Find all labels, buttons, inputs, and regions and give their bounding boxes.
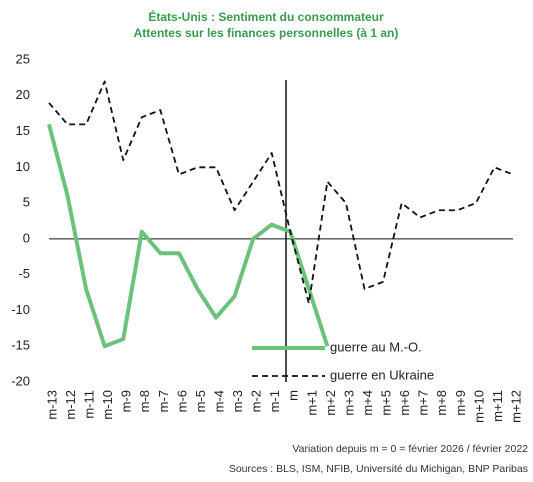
y-tick-label: 10 [16, 159, 30, 174]
x-tick-label: m-1 [267, 390, 282, 412]
note: Variation depuis m = 0 = février 2026 / … [292, 443, 528, 455]
x-tick-label: m+8 [434, 390, 449, 416]
x-tick-label: m+10 [471, 390, 486, 423]
x-tick-label: m+5 [379, 390, 394, 416]
y-tick-label: -20 [11, 373, 30, 388]
source: Sources : BLS, ISM, NFIB, Université du … [229, 463, 528, 475]
x-tick-label: m+11 [490, 390, 505, 422]
x-tick-label: m+2 [323, 390, 338, 416]
legend-label: guerre en Ukraine [330, 367, 434, 382]
x-tick-label: m-4 [211, 390, 226, 412]
chart-subtitle: Attentes sur les finances personnelles (… [134, 26, 399, 40]
x-tick-label: m+1 [304, 390, 319, 416]
x-tick-label: m-13 [44, 390, 59, 420]
x-tick-label: m+3 [341, 390, 356, 416]
y-tick-label: 5 [23, 195, 30, 210]
chart-title: États-Unis : Sentiment du consommateur [148, 9, 384, 24]
series-line [47, 123, 330, 349]
y-tick-label: 15 [16, 123, 30, 138]
x-tick-label: m-11 [82, 390, 97, 419]
y-tick-label: 25 [16, 51, 30, 66]
series-line [48, 80, 514, 305]
legend-label: guerre au M.-O. [330, 339, 422, 354]
x-tick-label: m [286, 390, 301, 401]
x-tick-label: m+12 [508, 390, 523, 423]
x-tick-label: m-9 [119, 390, 134, 412]
x-tick-label: m-8 [137, 390, 152, 412]
y-tick-label: -15 [11, 338, 30, 353]
x-tick-label: m-12 [63, 390, 78, 420]
x-tick-label: m-3 [230, 390, 245, 412]
y-tick-label: 20 [16, 87, 30, 102]
x-tick-label: m+4 [360, 390, 375, 416]
x-tick-label: m+9 [453, 390, 468, 416]
x-tick-label: m-7 [156, 390, 171, 412]
y-tick-label: 0 [23, 230, 30, 245]
x-tick-label: m-5 [193, 390, 208, 412]
x-tick-label: m-6 [174, 390, 189, 412]
x-tick-label: m-2 [249, 390, 264, 412]
x-tick-label: m-10 [100, 390, 115, 420]
y-tick-label: -5 [18, 266, 30, 281]
y-tick-label: -10 [11, 302, 30, 317]
x-tick-label: m+7 [416, 390, 431, 416]
x-tick-label: m+6 [397, 390, 412, 416]
